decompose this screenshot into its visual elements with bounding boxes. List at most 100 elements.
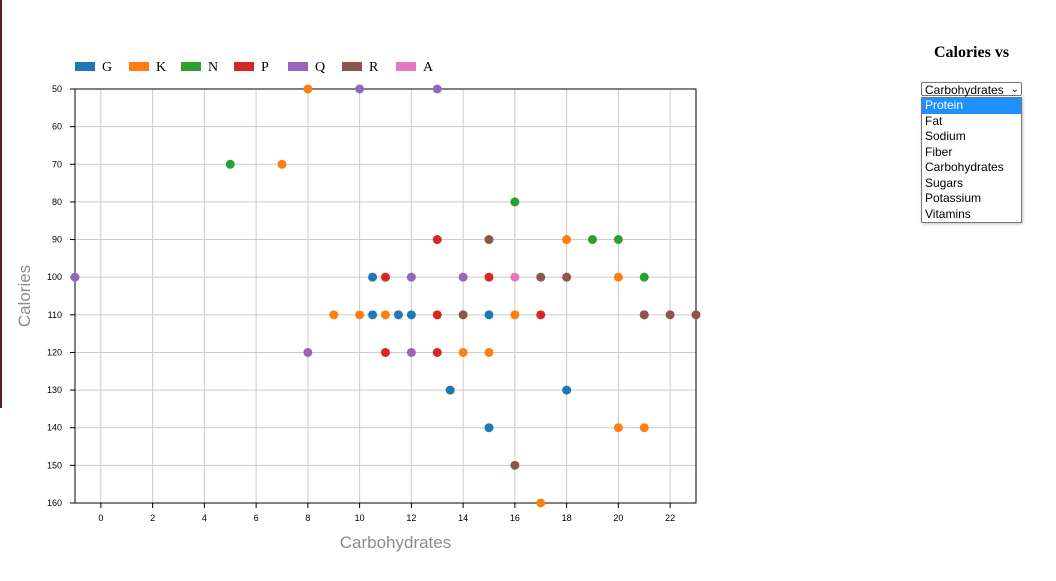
dropdown-option-vitamins[interactable]: Vitamins <box>925 206 971 221</box>
y-axis: 50 60 70 80 90 100 110 120 130 140 150 160 <box>47 84 75 508</box>
legend-label: G <box>102 60 112 75</box>
legend-item-P: P <box>234 60 269 75</box>
y-tick-label: 80 <box>52 197 62 207</box>
legend-item-Q: Q <box>288 60 325 75</box>
data-point <box>639 272 649 282</box>
x-tick-label: 4 <box>202 513 207 523</box>
data-point <box>613 423 623 433</box>
data-point <box>613 272 623 282</box>
legend-item-K: K <box>129 60 166 75</box>
data-point <box>536 498 546 508</box>
window-edge <box>0 0 2 408</box>
data-point <box>303 84 313 94</box>
data-point <box>691 310 701 320</box>
data-point <box>393 310 403 320</box>
series-K <box>277 84 649 508</box>
legend-label: N <box>208 60 218 75</box>
y-tick-label: 90 <box>52 235 62 245</box>
dropdown-option-sodium[interactable]: Sodium <box>925 129 966 143</box>
data-point <box>458 347 468 357</box>
dropdown-option-fat[interactable]: Fat <box>925 113 943 128</box>
data-point <box>484 235 494 245</box>
data-point <box>432 84 442 94</box>
y-tick-label: 60 <box>52 122 62 132</box>
data-point <box>639 423 649 433</box>
legend-item-A: A <box>396 60 434 75</box>
data-point <box>381 347 390 357</box>
x-tick-label: 18 <box>562 513 572 523</box>
variable-select-value: Carbohydrates <box>925 83 1004 97</box>
dropdown-option-potassium[interactable]: Potassium <box>925 191 982 205</box>
dropdown-option-carbohydrates[interactable]: Carbohydrates <box>925 160 1004 174</box>
dropdown-option-protein[interactable]: Protein <box>922 98 1021 114</box>
data-point <box>510 197 520 207</box>
data-point <box>639 310 649 320</box>
legend-label: A <box>423 60 434 75</box>
controls-title: Calories vs <box>933 44 1010 61</box>
x-tick-label: 6 <box>254 513 259 523</box>
dropdown-option-fiber[interactable]: Fiber <box>925 144 953 159</box>
y-axis-title: Calories <box>15 265 34 327</box>
data-point <box>355 310 365 320</box>
series-N <box>225 159 649 282</box>
legend-swatch <box>396 62 416 71</box>
y-tick-label: 130 <box>47 385 62 395</box>
x-tick-label: 2 <box>150 513 155 523</box>
x-tick-label: 16 <box>510 513 520 523</box>
legend-item-R: R <box>342 60 379 75</box>
data-point <box>225 159 235 169</box>
data-point <box>381 310 390 320</box>
chevron-down-icon: ⌄ <box>1010 84 1019 95</box>
plot-area <box>74 88 697 504</box>
legend-swatch <box>342 62 362 71</box>
y-tick-label: 150 <box>47 460 62 470</box>
x-tick-label: 14 <box>458 513 468 523</box>
series-G <box>368 272 572 433</box>
data-point <box>665 310 675 320</box>
data-point <box>355 84 365 94</box>
data-point <box>329 310 339 320</box>
data-point <box>445 385 455 395</box>
grid <box>75 88 696 504</box>
x-tick-label: 8 <box>305 513 310 523</box>
data-point <box>484 423 494 433</box>
data-point <box>406 272 416 282</box>
y-tick-label: 160 <box>47 498 62 508</box>
data-point <box>562 385 572 395</box>
dropdown-option-sugars[interactable]: Sugars <box>925 175 964 190</box>
data-point <box>406 347 416 357</box>
data-point <box>484 310 494 320</box>
data-point <box>458 310 468 320</box>
variable-select[interactable]: Carbohydrates ⌄ <box>921 82 1022 97</box>
y-tick-label: 110 <box>48 310 62 320</box>
legend-swatch <box>288 62 308 71</box>
legend-item-G: G <box>75 60 112 75</box>
legend-label: K <box>156 60 166 75</box>
series-A <box>510 272 520 282</box>
data-point <box>510 272 520 282</box>
data-point <box>406 310 416 320</box>
data-point <box>368 272 378 282</box>
legend-item-N: N <box>181 60 218 75</box>
data-point <box>70 272 80 282</box>
y-tick-label: 100 <box>47 272 62 282</box>
x-axis: 0 2 4 6 8 10 12 14 16 18 20 22 <box>98 503 675 523</box>
y-tick-label: 140 <box>47 423 62 433</box>
legend-label: P <box>261 60 269 75</box>
x-axis-title: Carbohydrates <box>340 533 452 552</box>
data-point <box>432 310 442 320</box>
data-point <box>562 272 572 282</box>
series-Q <box>70 84 468 357</box>
legend-label: Q <box>315 60 325 75</box>
legend-swatch <box>75 62 95 71</box>
data-point <box>458 272 468 282</box>
legend-swatch <box>234 62 254 71</box>
legend-label: R <box>369 60 379 75</box>
variable-dropdown: Protein Fat Sodium Fiber Carbohydrates Sugars… <box>921 97 1022 223</box>
data-point <box>536 310 546 320</box>
data-point <box>432 235 442 245</box>
series-R <box>458 235 701 470</box>
x-tick-label: 20 <box>613 513 623 523</box>
